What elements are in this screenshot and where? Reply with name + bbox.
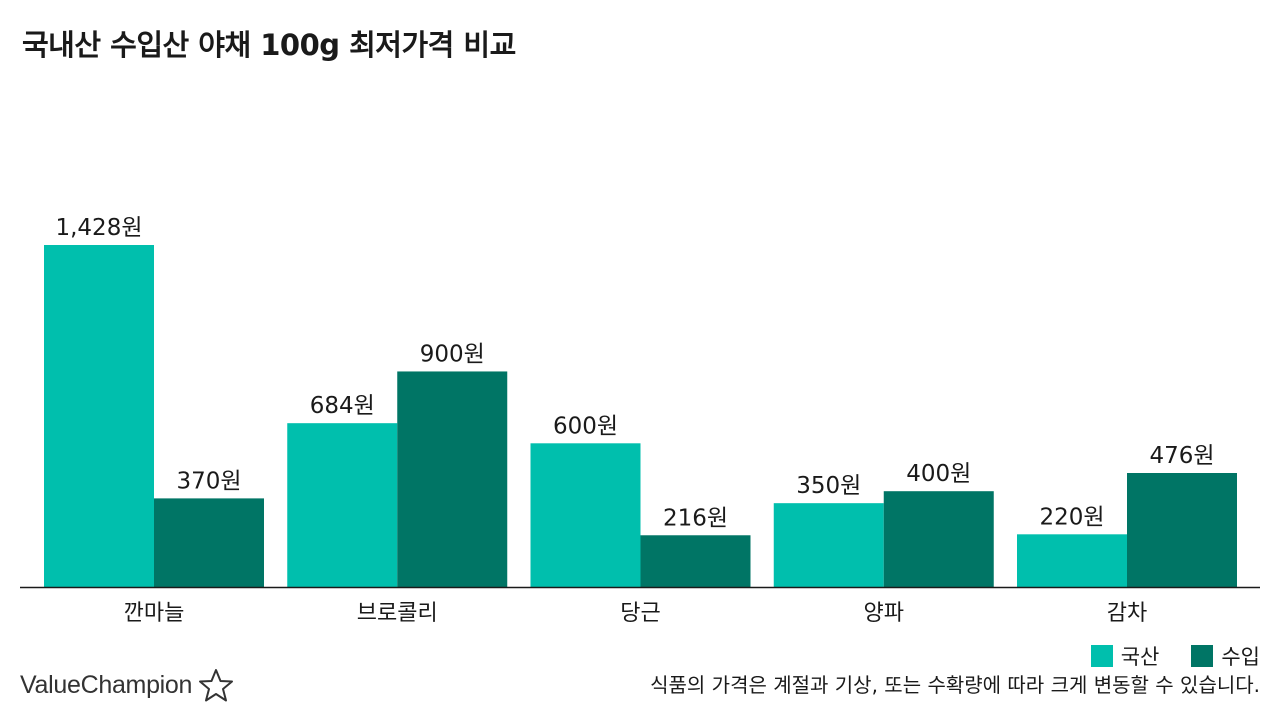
bar-imported-4 (1127, 473, 1237, 587)
data-label-imported-4: 476원 (1149, 443, 1214, 469)
legend-swatch-imported (1191, 645, 1214, 667)
x-tick-label-0: 깐마늘 (124, 601, 185, 626)
data-label-domestic-4: 220원 (1039, 504, 1104, 530)
brand-name: ValueChampion (20, 670, 193, 699)
brand-logo: ValueChampion (20, 668, 234, 702)
bar-imported-1 (397, 371, 508, 587)
bar-imported-0 (154, 498, 264, 587)
data-label-domestic-0: 1,428원 (55, 215, 142, 241)
bar-imported-3 (883, 491, 994, 587)
x-tick-label-3: 양파 (864, 601, 904, 626)
data-label-imported-1: 900원 (420, 341, 485, 367)
star-outline-icon (199, 669, 234, 702)
x-tick-label-4: 감차 (1107, 601, 1147, 626)
footnote: 식품의 가격은 계절과 기상, 또는 수확량에 따라 크게 변동할 수 있습니다… (650, 673, 1260, 697)
x-tick-label-1: 브로콜리 (357, 601, 438, 626)
bar-domestic-0 (44, 245, 154, 587)
data-label-domestic-1: 684원 (310, 393, 375, 419)
chart-title: 국내산 수입산 야채 100g 최저가격 비교 (22, 28, 516, 62)
data-label-domestic-3: 350원 (796, 473, 861, 499)
data-label-imported-2: 216원 (663, 505, 728, 531)
data-label-imported-3: 400원 (906, 461, 971, 487)
data-label-domestic-2: 600원 (553, 413, 618, 439)
legend: 국산 수입 (1090, 641, 1260, 671)
bar-imported-2 (640, 535, 751, 587)
bar-domestic-1 (287, 423, 398, 587)
bar-domestic-3 (773, 503, 884, 587)
legend-swatch-domestic (1090, 645, 1113, 667)
bar-domestic-2 (530, 443, 641, 587)
legend-label-imported: 수입 (1221, 645, 1260, 669)
bar-domestic-4 (1017, 534, 1127, 587)
legend-label-domestic: 국산 (1120, 645, 1160, 669)
data-label-imported-0: 370원 (176, 468, 241, 494)
x-tick-label-2: 당근 (620, 601, 660, 626)
